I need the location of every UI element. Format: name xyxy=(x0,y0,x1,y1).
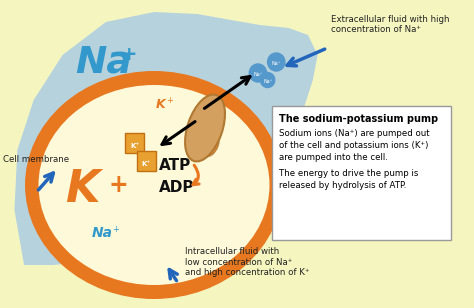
Text: released by hydrolysis of ATP.: released by hydrolysis of ATP. xyxy=(279,181,407,190)
Text: Intracellular fluid with
low concentration of Na⁺
and high concentration of K⁺: Intracellular fluid with low concentrati… xyxy=(185,247,310,277)
Ellipse shape xyxy=(201,129,219,156)
Text: ADP: ADP xyxy=(159,180,194,195)
Text: +: + xyxy=(113,225,119,234)
Ellipse shape xyxy=(187,125,208,151)
Text: Na: Na xyxy=(75,44,132,80)
Circle shape xyxy=(268,53,285,71)
FancyBboxPatch shape xyxy=(273,106,451,240)
Ellipse shape xyxy=(38,85,270,285)
Ellipse shape xyxy=(185,95,225,161)
Text: Na⁺: Na⁺ xyxy=(254,72,263,77)
Circle shape xyxy=(260,72,275,87)
Text: Cell membrane: Cell membrane xyxy=(3,155,69,164)
FancyBboxPatch shape xyxy=(125,133,145,153)
Text: +: + xyxy=(121,45,138,64)
Circle shape xyxy=(249,64,267,82)
Text: Na⁺: Na⁺ xyxy=(272,61,281,66)
Text: are pumped into the cell.: are pumped into the cell. xyxy=(279,153,388,162)
Text: ATP: ATP xyxy=(159,158,191,173)
Text: Extracellular fluid with high
concentration of Na⁺: Extracellular fluid with high concentrat… xyxy=(331,14,450,34)
Text: K: K xyxy=(156,98,165,111)
Ellipse shape xyxy=(25,71,283,299)
Text: K⁺: K⁺ xyxy=(130,143,139,149)
Text: Na: Na xyxy=(91,226,112,240)
Text: +: + xyxy=(109,173,128,197)
Text: K⁺: K⁺ xyxy=(142,161,151,167)
Text: Sodium ions (Na⁺) are pumped out: Sodium ions (Na⁺) are pumped out xyxy=(279,129,430,138)
Text: K: K xyxy=(65,168,100,211)
Text: of the cell and potassium ions (K⁺): of the cell and potassium ions (K⁺) xyxy=(279,141,428,150)
FancyBboxPatch shape xyxy=(137,151,156,171)
Text: +: + xyxy=(166,96,173,105)
Text: The energy to drive the pump is: The energy to drive the pump is xyxy=(279,169,419,178)
Text: Na⁺: Na⁺ xyxy=(263,79,273,84)
Text: The sodium-potassium pump: The sodium-potassium pump xyxy=(279,114,438,124)
Polygon shape xyxy=(14,12,318,265)
